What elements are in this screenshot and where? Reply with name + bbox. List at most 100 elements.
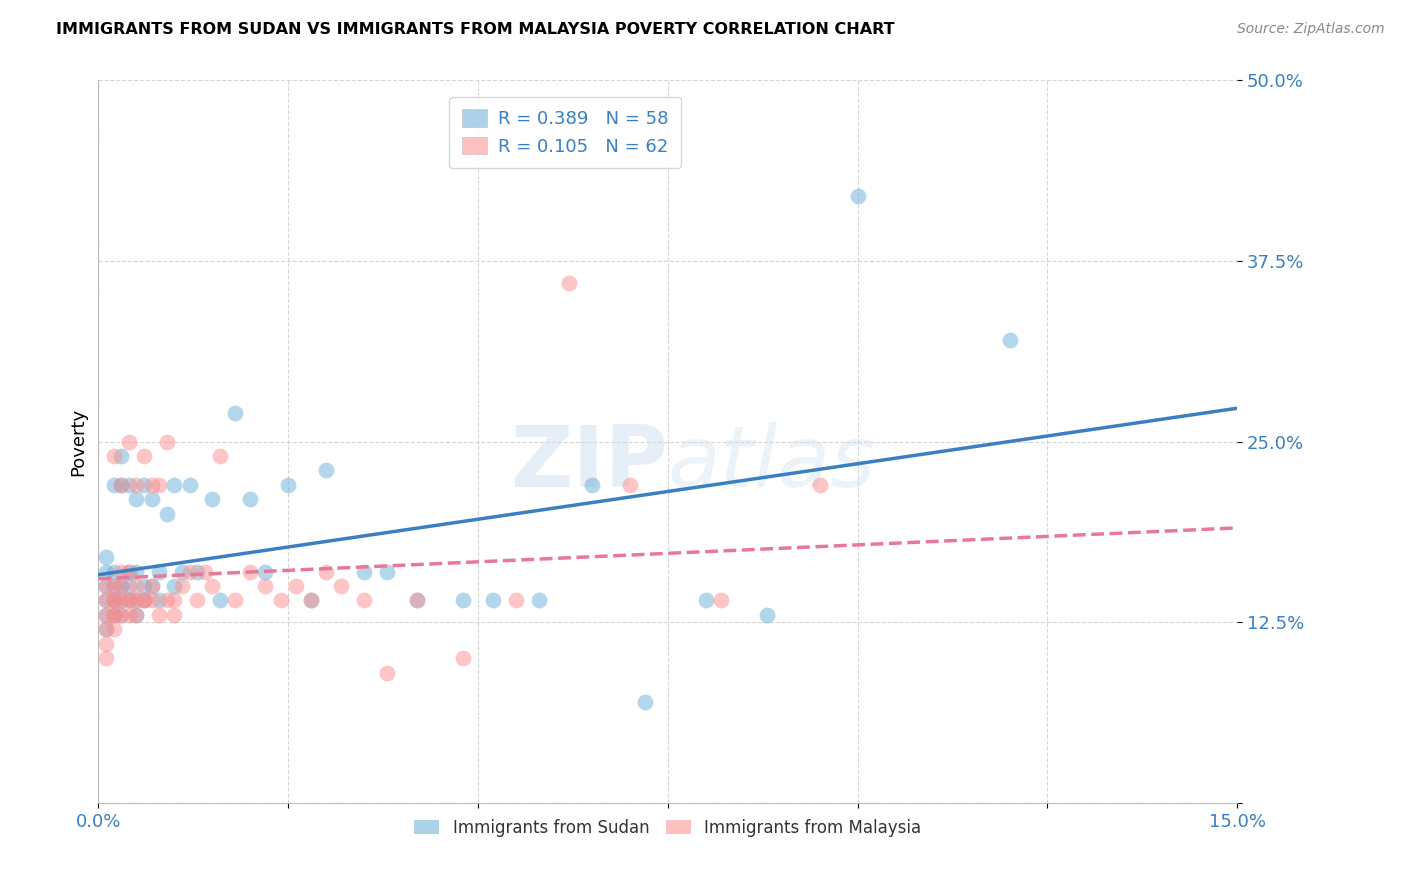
Point (103, 593, 125, 607)
Point (186, 593, 208, 607)
Point (110, 478, 132, 492)
Point (103, 607, 125, 622)
Point (163, 579, 186, 593)
Point (505, 593, 527, 607)
Point (94, 623, 117, 637)
Point (132, 579, 155, 593)
Point (132, 593, 155, 607)
Point (148, 478, 170, 492)
Point (125, 607, 148, 622)
Legend: Immigrants from Sudan, Immigrants from Malaysia: Immigrants from Sudan, Immigrants from M… (406, 810, 929, 845)
Point (451, 651, 474, 665)
Point (110, 579, 132, 593)
Point (103, 593, 125, 607)
Point (103, 565, 125, 579)
Point (375, 565, 398, 579)
Point (125, 492, 148, 507)
Y-axis label: Poverty: Poverty (69, 408, 87, 475)
Point (170, 565, 193, 579)
Point (808, 478, 831, 492)
Point (118, 478, 141, 492)
Point (94, 607, 117, 622)
Point (141, 579, 163, 593)
Text: atlas: atlas (668, 422, 876, 505)
Point (132, 478, 155, 492)
Point (558, 276, 581, 290)
Point (148, 593, 170, 607)
Point (375, 665, 398, 680)
Point (118, 565, 141, 579)
Point (163, 607, 186, 622)
Point (299, 593, 322, 607)
Point (208, 449, 231, 463)
Point (103, 579, 125, 593)
Point (208, 593, 231, 607)
Point (619, 478, 641, 492)
Point (156, 593, 179, 607)
Point (110, 607, 132, 622)
Point (103, 579, 125, 593)
Point (239, 492, 262, 507)
Text: ZIP: ZIP (510, 422, 668, 505)
Point (239, 565, 262, 579)
Point (406, 593, 429, 607)
Point (170, 579, 193, 593)
Text: Source: ZipAtlas.com: Source: ZipAtlas.com (1237, 22, 1385, 37)
Point (141, 492, 163, 507)
Point (148, 607, 170, 622)
Point (201, 492, 224, 507)
Point (148, 565, 170, 579)
Point (125, 478, 148, 492)
Point (94, 607, 117, 622)
Point (194, 565, 217, 579)
Point (755, 607, 778, 622)
Point (254, 565, 277, 579)
Point (110, 565, 132, 579)
Point (94, 651, 117, 665)
Point (254, 579, 277, 593)
Point (94, 579, 117, 593)
Point (179, 565, 201, 579)
Point (110, 593, 132, 607)
Point (224, 593, 246, 607)
Point (94, 637, 117, 651)
Point (94, 593, 117, 607)
Point (353, 565, 375, 579)
Point (125, 593, 148, 607)
Point (110, 593, 132, 607)
Point (132, 593, 155, 607)
Point (103, 449, 125, 463)
Point (110, 607, 132, 622)
Point (94, 550, 117, 565)
Point (284, 579, 307, 593)
Text: IMMIGRANTS FROM SUDAN VS IMMIGRANTS FROM MALAYSIA POVERTY CORRELATION CHART: IMMIGRANTS FROM SUDAN VS IMMIGRANTS FROM… (56, 22, 894, 37)
Point (118, 593, 141, 607)
Point (163, 478, 186, 492)
Point (110, 579, 132, 593)
Point (527, 593, 550, 607)
Point (315, 463, 337, 477)
Point (482, 593, 505, 607)
Point (270, 593, 292, 607)
Point (125, 593, 148, 607)
Point (156, 507, 179, 521)
Point (299, 593, 322, 607)
Point (94, 623, 117, 637)
Point (141, 478, 163, 492)
Point (110, 478, 132, 492)
Point (103, 607, 125, 622)
Point (998, 334, 1021, 348)
Point (315, 565, 337, 579)
Point (179, 478, 201, 492)
Point (132, 593, 155, 607)
Point (103, 623, 125, 637)
Point (103, 607, 125, 622)
Point (186, 565, 208, 579)
Point (118, 565, 141, 579)
Point (224, 406, 246, 420)
Point (125, 579, 148, 593)
Point (103, 593, 125, 607)
Point (118, 593, 141, 607)
Point (125, 607, 148, 622)
Point (846, 189, 869, 203)
